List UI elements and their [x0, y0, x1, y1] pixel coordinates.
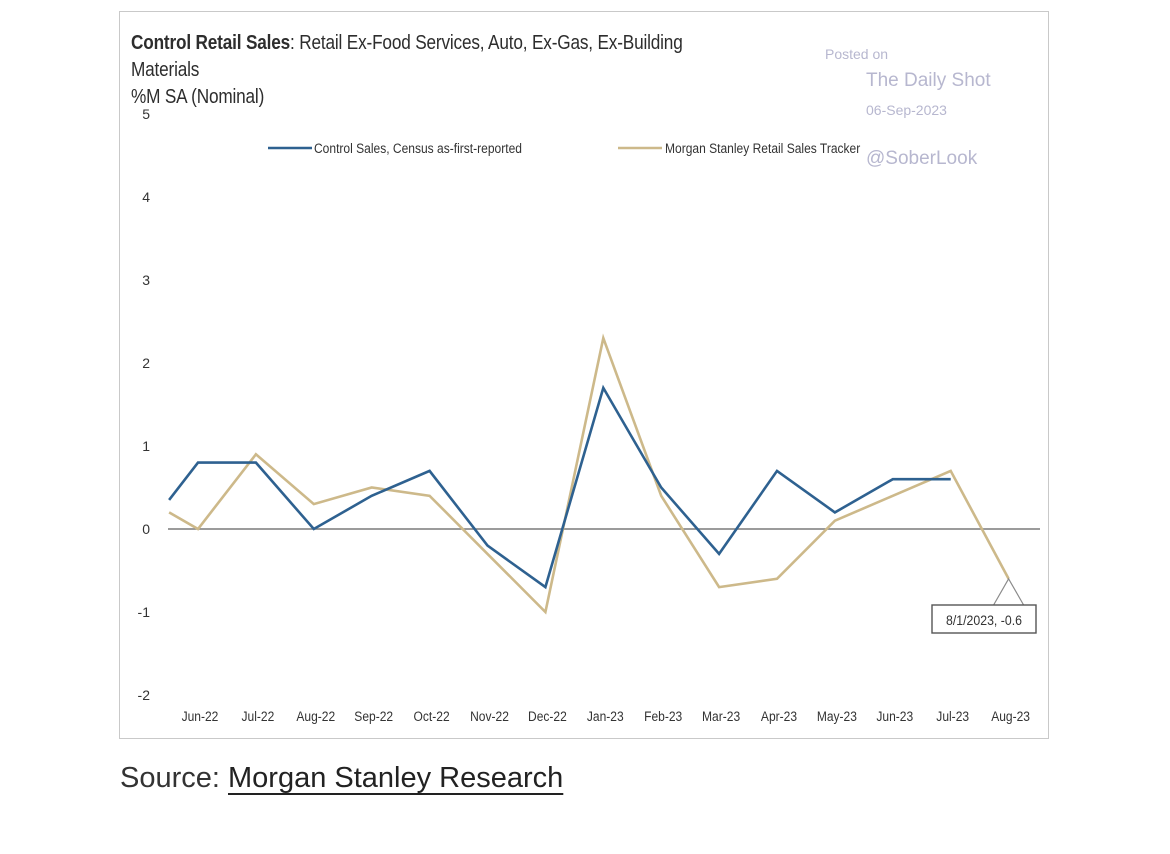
- chart-subtitle: %M SA (Nominal): [131, 86, 265, 108]
- x-tick-label: Aug-23: [991, 708, 1030, 724]
- x-tick-label: Nov-22: [470, 708, 509, 724]
- legend-label: Morgan Stanley Retail Sales Tracker: [665, 140, 861, 156]
- y-tick-label: 1: [142, 438, 150, 454]
- series-line-ms-tracker: [168, 333, 1010, 615]
- x-tick-label: Jul-23: [936, 708, 969, 724]
- y-tick-label: -1: [138, 604, 151, 620]
- y-tick-label: 5: [142, 106, 150, 122]
- watermark-posted-on: Posted on: [825, 46, 889, 62]
- y-tick-label: 0: [142, 521, 150, 537]
- x-tick-label: Jun-22: [182, 708, 219, 724]
- annotation-pointer: [993, 577, 1025, 606]
- x-tick-label: Mar-23: [702, 708, 740, 724]
- x-tick-label: Apr-23: [761, 708, 797, 724]
- legend-label: Control Sales, Census as-first-reported: [314, 140, 522, 156]
- x-tick-label: May-23: [817, 708, 857, 724]
- chart-title-rest: : Retail Ex-Food Services, Auto, Ex-Gas,…: [131, 32, 683, 81]
- annotation-label: 8/1/2023, -0.6: [946, 612, 1022, 628]
- watermark-site: The Daily Shot: [866, 70, 991, 91]
- chart-title: Control Retail Sales: Retail Ex-Food Ser…: [131, 30, 716, 111]
- x-tick-label: Jun-23: [876, 708, 913, 724]
- watermark-date: 06-Sep-2023: [866, 102, 947, 118]
- annotation-box: [931, 604, 1037, 634]
- y-tick-label: -2: [138, 687, 151, 703]
- source-prefix: Source:: [120, 762, 228, 794]
- x-tick-label: Dec-22: [528, 708, 567, 724]
- y-tick-label: 2: [142, 355, 150, 371]
- y-tick-label: 4: [142, 189, 150, 205]
- x-tick-label: Aug-22: [296, 708, 335, 724]
- x-tick-label: Jul-22: [242, 708, 275, 724]
- x-tick-label: Feb-23: [644, 708, 682, 724]
- watermark-handle: @SoberLook: [866, 148, 978, 169]
- x-tick-label: Oct-22: [414, 708, 450, 724]
- chart-title-bold: Control Retail Sales: [131, 32, 291, 54]
- source-link[interactable]: Morgan Stanley Research: [228, 762, 564, 794]
- x-tick-label: Jan-23: [587, 708, 624, 724]
- source-line: Source: Morgan Stanley Research: [120, 762, 563, 795]
- x-tick-label: Sep-22: [354, 708, 393, 724]
- series-line-control-sales: [168, 384, 951, 590]
- y-tick-label: 3: [142, 272, 150, 288]
- chart-frame: [119, 11, 1049, 739]
